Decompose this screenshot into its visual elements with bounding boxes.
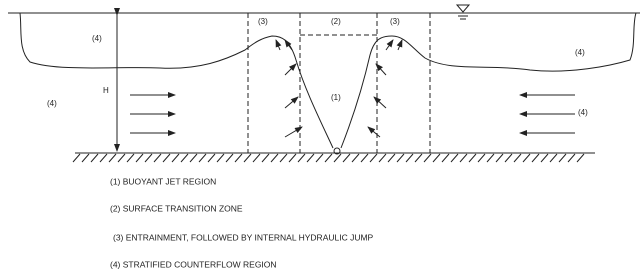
region-label: (2) bbox=[331, 17, 341, 26]
surface-symbol bbox=[457, 5, 469, 12]
region-label: (4) bbox=[92, 34, 102, 43]
region-label: (4) bbox=[578, 108, 588, 117]
water-body bbox=[8, 5, 640, 162]
region-label: (3) bbox=[390, 17, 400, 26]
flow-arrows bbox=[130, 40, 575, 137]
region-label: (4) bbox=[575, 48, 585, 57]
region-label: (4) bbox=[47, 99, 57, 108]
legend-item: (1) BUOYANT JET REGION bbox=[110, 176, 216, 186]
legend-item: (4) STRATIFIED COUNTERFLOW REGION bbox=[110, 259, 277, 269]
depth-label: H bbox=[103, 86, 109, 95]
legend-item: (3) ENTRAINMENT, FOLLOWED BY INTERNAL HY… bbox=[113, 232, 374, 242]
diagram: (4) H (4) (3) (2) (3) (1) (4) (4) (1) BU… bbox=[0, 0, 643, 275]
region-label: (3) bbox=[258, 17, 268, 26]
interface-left bbox=[20, 13, 333, 148]
bed-hatch bbox=[73, 154, 584, 162]
region-label: (1) bbox=[331, 93, 341, 102]
legend-item: (2) SURFACE TRANSITION ZONE bbox=[110, 203, 243, 213]
interface-right bbox=[341, 13, 636, 148]
